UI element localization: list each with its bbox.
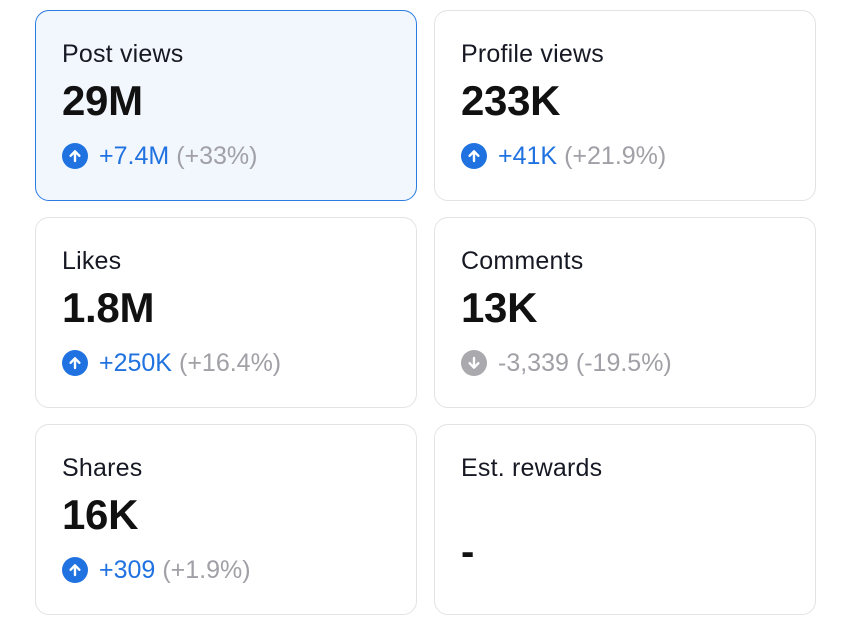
metric-card-post-views[interactable]: Post views 29M +7.4M (+33%) [35, 10, 417, 201]
metric-value: - [461, 530, 475, 574]
metric-label: Shares [62, 454, 143, 482]
metric-value: 233K [461, 77, 561, 124]
change-percent: (+1.9%) [162, 556, 251, 584]
metrics-grid: Post views 29M +7.4M (+33%) Profile view… [35, 10, 816, 615]
metric-label: Est. rewards [461, 454, 603, 482]
change-amount: +41K [498, 142, 558, 170]
metric-label: Profile views [461, 40, 604, 68]
metric-card-likes[interactable]: Likes 1.8M +250K (+16.4%) [35, 217, 417, 408]
metric-value: 1.8M [62, 284, 155, 331]
metric-change: -3,339 (-19.5%) [461, 348, 815, 378]
arrow-up-circle-icon [62, 557, 88, 583]
metric-card-comments[interactable]: Comments 13K -3,339 (-19.5%) [434, 217, 816, 408]
change-amount: +250K [99, 349, 172, 377]
metric-card-profile-views[interactable]: Profile views 233K +41K (+21.9%) [434, 10, 816, 201]
arrow-up-circle-icon [461, 143, 487, 169]
change-percent: (-19.5%) [575, 349, 672, 377]
arrow-up-circle-icon [62, 350, 88, 376]
change-amount: -3,339 [498, 349, 569, 377]
metric-value: 29M [62, 77, 143, 124]
metric-change: +41K (+21.9%) [461, 141, 815, 171]
arrow-up-circle-icon [62, 143, 88, 169]
metric-card-est-rewards[interactable]: Est. rewards - [434, 424, 816, 615]
metric-label: Comments [461, 247, 584, 275]
metric-change: +7.4M (+33%) [62, 141, 416, 171]
metric-value: 13K [461, 284, 538, 331]
change-percent: (+21.9%) [564, 142, 667, 170]
change-percent: (+33%) [176, 142, 258, 170]
metric-label: Likes [62, 247, 122, 275]
change-amount: +7.4M [99, 142, 170, 170]
metric-change: +250K (+16.4%) [62, 348, 416, 378]
metric-change: +309 (+1.9%) [62, 555, 416, 585]
change-percent: (+16.4%) [179, 349, 282, 377]
arrow-down-circle-icon [461, 350, 487, 376]
metric-card-shares[interactable]: Shares 16K +309 (+1.9%) [35, 424, 417, 615]
change-amount: +309 [99, 556, 156, 584]
metric-value: 16K [62, 491, 139, 538]
metric-label: Post views [62, 40, 184, 68]
